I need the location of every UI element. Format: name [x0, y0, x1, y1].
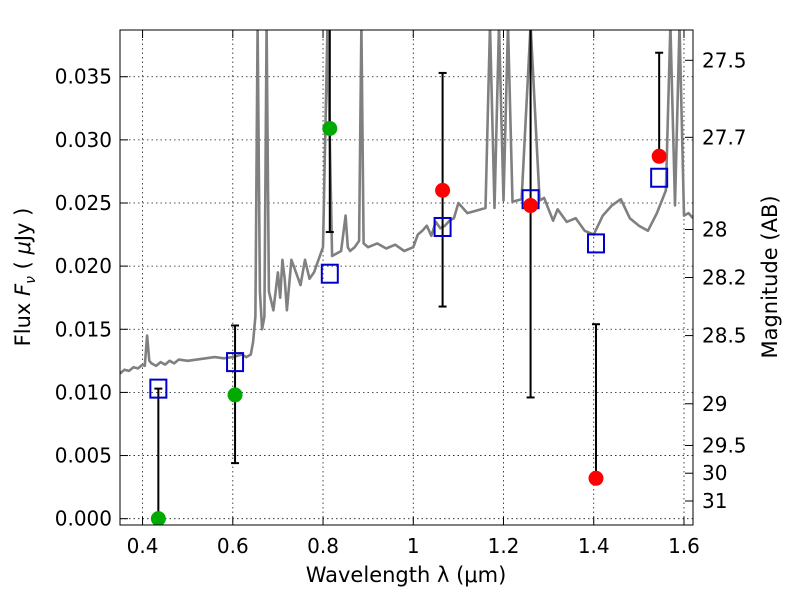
- y-axis-title: Flux Fν ( μJy ): [11, 208, 39, 347]
- y2-tick-label: 31: [702, 489, 727, 513]
- y-axis-title-nu: ν: [23, 276, 39, 284]
- y-tick-label: 0.035: [55, 65, 112, 89]
- flux-point: [588, 470, 604, 486]
- y-tick-label: 0.000: [55, 507, 112, 531]
- axis-ticks: [120, 30, 693, 525]
- y-axis-title-open: (: [11, 255, 35, 277]
- y2-tick-label: 30: [702, 461, 727, 485]
- photometry-square: [320, 263, 339, 284]
- plot-background: [120, 30, 693, 525]
- y2-tick-label: 27.5: [702, 48, 747, 72]
- grid: [120, 30, 693, 525]
- y-axis-title-mu: μ: [11, 241, 35, 255]
- flux-point: [523, 198, 539, 214]
- y-tick-label: 0.010: [55, 380, 112, 404]
- photometry-square: [433, 216, 452, 237]
- flux-point: [651, 148, 667, 164]
- photometry-square: [586, 233, 605, 254]
- y-tick-label: 0.020: [55, 254, 112, 278]
- flux-point: [227, 387, 243, 403]
- x-tick-label: 0.8: [307, 534, 339, 558]
- y-axis-title-unit: Jy ): [11, 208, 35, 244]
- y-tick-label: 0.005: [55, 444, 112, 468]
- y2-tick-label: 29: [702, 392, 727, 416]
- flux-point: [150, 511, 166, 525]
- x-tick-label: 1.6: [668, 534, 700, 558]
- photometry-square: [650, 167, 669, 188]
- x-tick-label: 0.4: [127, 534, 159, 558]
- y2-tick-label: 28.5: [702, 324, 747, 348]
- y2-tick-label: 27.7: [702, 125, 747, 149]
- photometry-square: [149, 378, 168, 399]
- spectrum-line: [120, 30, 693, 375]
- y2-tick-label: 28: [702, 218, 727, 242]
- x-tick-label: 1.2: [488, 534, 520, 558]
- x-axis-title: Wavelength λ (μm): [306, 563, 507, 587]
- y-tick-label: 0.015: [55, 317, 112, 341]
- y-tick-label: 0.025: [55, 191, 112, 215]
- flux-point: [435, 182, 451, 198]
- y2-axis-title: Magnitude (AB): [758, 195, 782, 358]
- y2-tick-label: 29.5: [702, 433, 747, 457]
- y-axis-title-flux: Flux: [11, 296, 35, 346]
- flux-point: [322, 120, 338, 136]
- x-tick-label: 1.4: [578, 534, 610, 558]
- tick-labels: 0.4 0.6 0.8 1 1.2 1.4 1.6 0.000 0.005 0.010 0.015 0…: [55, 48, 747, 558]
- plot-area: [120, 30, 693, 525]
- y2-tick-label: 28.2: [702, 266, 747, 290]
- y-axis-title-f: F: [11, 283, 35, 296]
- x-tick-label: 1: [407, 534, 420, 558]
- photometry-square: [226, 352, 245, 373]
- y-tick-label: 0.030: [55, 128, 112, 152]
- x-tick-label: 0.6: [217, 534, 249, 558]
